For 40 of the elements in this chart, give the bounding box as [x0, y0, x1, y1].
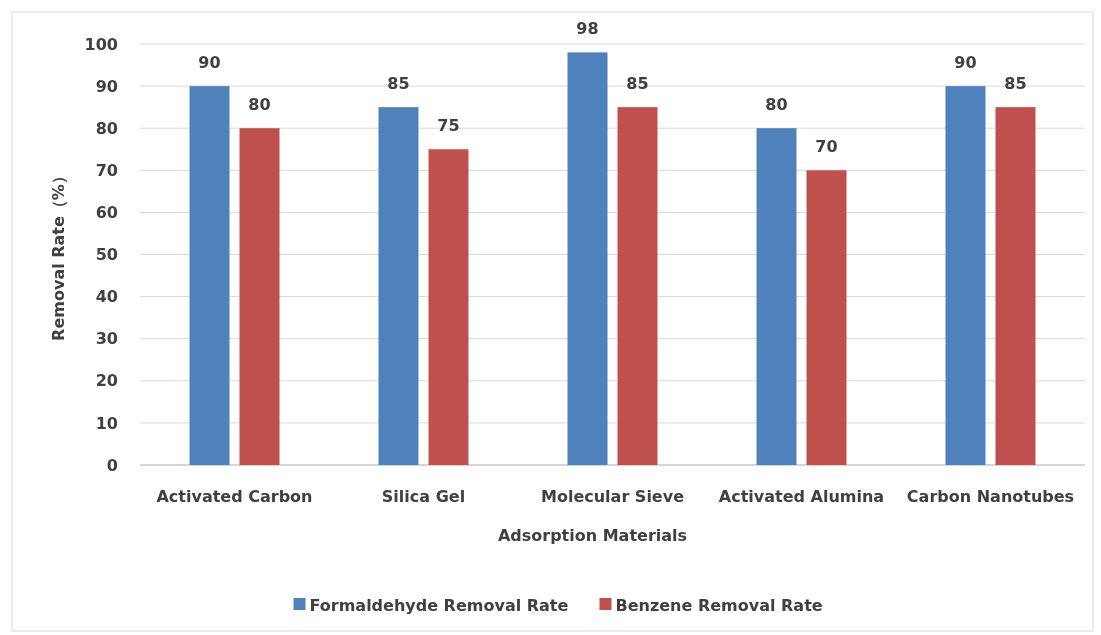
data-label: 70 — [815, 137, 838, 157]
x-axis-title: Adsorption Materials — [497, 526, 688, 545]
y-tick-label: 70 — [95, 160, 118, 180]
bar — [567, 52, 608, 465]
data-label: 98 — [576, 19, 599, 39]
y-tick-label: 30 — [95, 329, 118, 349]
bar — [239, 128, 280, 465]
bar — [617, 107, 658, 465]
x-tick-label: Silica Gel — [381, 487, 466, 506]
y-tick-label: 80 — [95, 118, 118, 138]
y-tick-label: 20 — [95, 371, 118, 391]
y-tick-label: 100 — [84, 34, 118, 54]
legend-label: Benzene Removal Rate — [615, 595, 823, 615]
bar — [756, 128, 797, 465]
data-label: 80 — [765, 95, 788, 115]
legend-label: Formaldehyde Removal Rate — [309, 595, 569, 615]
y-tick-label: 0 — [106, 455, 118, 475]
x-tick-label: Activated Alumina — [718, 487, 885, 506]
y-tick-label: 50 — [95, 245, 118, 265]
y-tick-label: 60 — [95, 203, 118, 222]
bar — [945, 86, 986, 465]
data-label: 90 — [954, 53, 977, 73]
y-axis-title: Removal Rate（%） — [49, 168, 68, 341]
data-label: 85 — [1004, 74, 1027, 94]
x-tick-label: Activated Carbon — [156, 487, 313, 506]
bar — [428, 149, 469, 465]
y-tick-label: 90 — [95, 76, 118, 96]
data-label: 85 — [626, 74, 649, 94]
bar — [806, 170, 847, 465]
bar — [189, 86, 230, 465]
bar — [995, 107, 1036, 465]
y-tick-label: 10 — [95, 413, 118, 433]
x-tick-label: Carbon Nanotubes — [906, 487, 1075, 506]
data-label: 80 — [248, 95, 271, 115]
y-tick-label: 40 — [95, 287, 118, 307]
data-label: 75 — [437, 116, 460, 136]
bar — [378, 107, 419, 465]
data-label: 85 — [387, 74, 410, 94]
data-label: 90 — [198, 53, 221, 73]
x-tick-label: Molecular Sieve — [540, 487, 685, 506]
